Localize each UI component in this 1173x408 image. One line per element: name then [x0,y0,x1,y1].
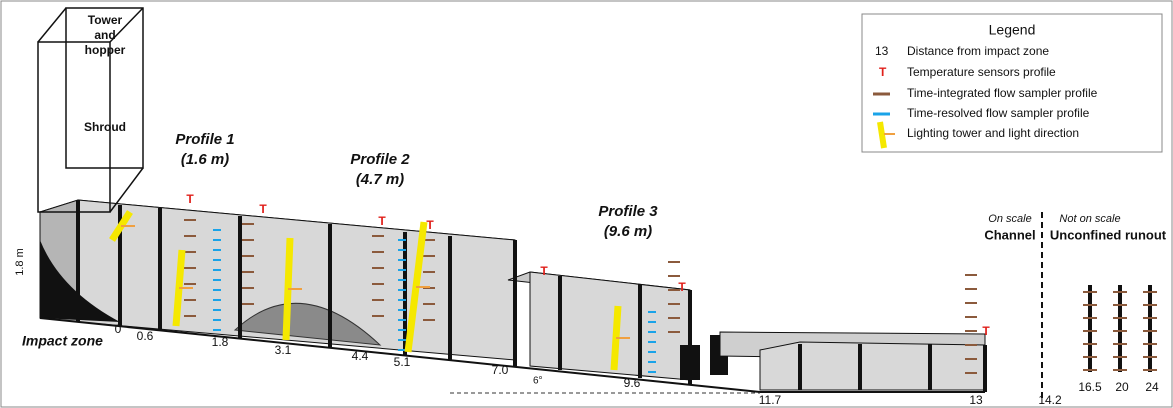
profile-name: Profile 1 [175,131,234,148]
impact-zone: Impact zone [22,333,103,349]
temperature-marker: T [186,192,194,206]
channel-floor [760,342,985,390]
legend-symbol: 13 [875,44,889,58]
temperature-marker: T [378,214,386,228]
profile-distance: (4.7 m) [356,171,404,188]
scale-title: Channel [984,227,1035,242]
temperature-marker: T [982,324,990,338]
distance-label: 13 [969,393,983,407]
distance-label: 3.1 [275,343,292,357]
temperature-marker: T [540,264,548,278]
distance-label: 7.0 [492,363,509,377]
channel-back [530,272,690,380]
tower-label: hopper [85,43,126,57]
legend-symbol: T [879,65,887,79]
legend-label: Time-integrated flow sampler profile [907,86,1098,100]
distance-label: 4.4 [352,349,369,363]
height-label: 1.8 m [14,248,26,276]
distance-label: 0.6 [137,329,154,343]
distance-label: 9.6 [624,376,641,390]
legend-label: Distance from impact zone [907,44,1049,58]
distance-label: 16.5 [1078,380,1102,394]
profile-distance: (9.6 m) [604,223,652,240]
distance-label: 14.2 [1038,393,1062,407]
scale-title: Unconfined runout [1050,227,1167,242]
temperature-marker: T [259,202,267,216]
distance-label: 0 [115,322,122,336]
shroud-label: Shroud [84,120,126,134]
figure: Tower and hopper Shroud 1.8 m Impact zon… [0,0,1173,408]
profile-name: Profile 3 [598,203,658,220]
profile-distance: (1.6 m) [181,151,229,168]
distance-label: 20 [1115,380,1129,394]
tower-label: Tower [88,13,123,27]
temperature-marker: T [426,218,434,232]
legend-title: Legend [989,22,1036,38]
legend-label: Time-resolved flow sampler profile [907,106,1090,120]
distance-label: 11.7 [759,393,782,407]
temperature-marker: T [678,280,686,294]
profile-name: Profile 2 [350,151,410,168]
scale-note: Not on scale [1059,213,1120,225]
legend-label: Lighting tower and light direction [907,126,1079,140]
distance-label: 24 [1145,380,1159,394]
legend-label: Temperature sensors profile [907,65,1056,79]
scale-note: On scale [988,213,1031,225]
distance-label: 1.8 [212,335,229,349]
tower-label: and [94,28,115,42]
legend-swatch [880,122,884,148]
slope-label: 6° [533,376,543,387]
distance-label: 5.1 [394,355,411,369]
